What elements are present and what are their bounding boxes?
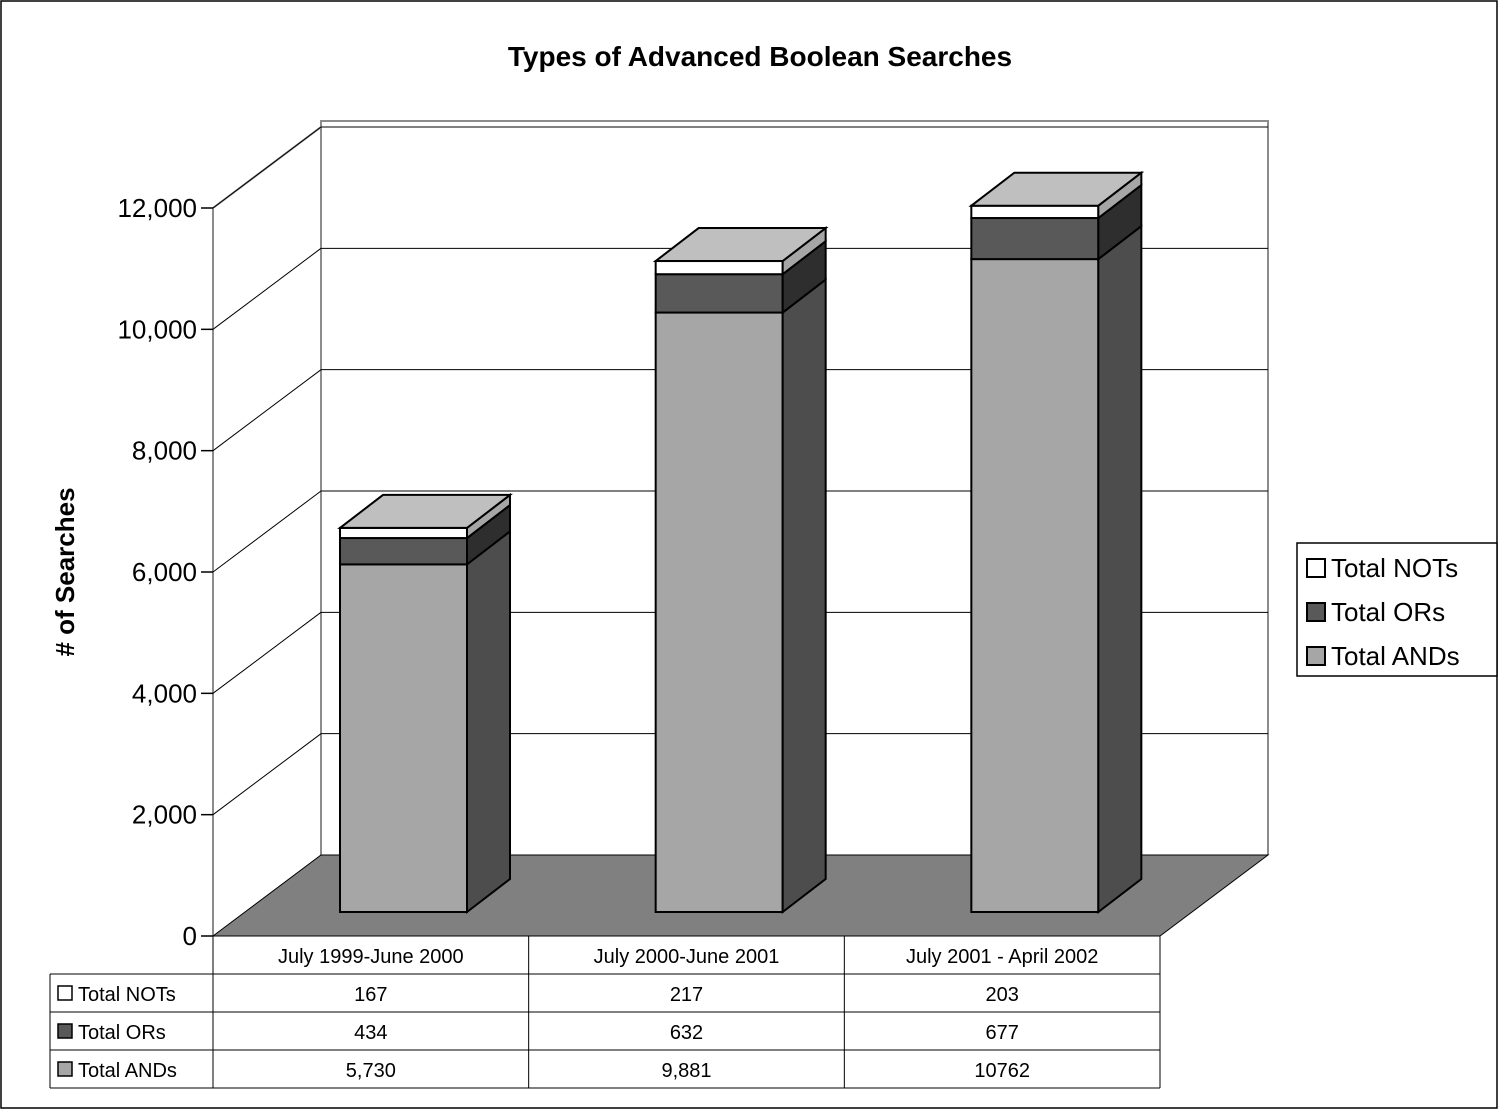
legend-label: Total NOTs [1331, 553, 1458, 583]
y-tick-label: 10,000 [117, 314, 197, 344]
bar-segment-front [339, 563, 468, 913]
table-legend-key [57, 985, 73, 1001]
gridline-side [212, 490, 322, 573]
bar-top [652, 227, 829, 263]
y-tick-label: 0 [183, 921, 197, 951]
back-wall [320, 120, 1269, 855]
bars [337, 170, 1145, 915]
y-tick-label: 2,000 [132, 800, 197, 830]
table-series-label: Total NOTs [78, 984, 176, 1006]
bar-segment-front [654, 311, 784, 913]
bar-segment-side [466, 529, 511, 915]
bar-segment-front [654, 260, 784, 276]
chart-title: Types of Advanced Boolean Searches [508, 41, 1012, 72]
bar-segment-front [654, 273, 784, 314]
bar-segment-front [339, 526, 468, 540]
y-tick-label: 8,000 [132, 436, 197, 466]
bar-stack [968, 170, 1145, 915]
data-table: July 1999-June 2000 July 2000-June 2001 Ju… [49, 935, 1161, 1089]
table-series-label: Total ORs [78, 1022, 166, 1044]
legend-label: Total ORs [1331, 597, 1445, 627]
bar-top [337, 493, 513, 529]
gridline-side [212, 733, 322, 816]
legend-box [1296, 542, 1498, 677]
legend-swatch [1306, 602, 1326, 622]
bar-segment-side [1097, 224, 1143, 915]
table-value: 9,881 [661, 1060, 711, 1082]
bar-segment-front [970, 204, 1100, 220]
table-value: 167 [354, 984, 387, 1006]
gridline-side [212, 611, 322, 694]
legend: Total NOTs Total ORs Total ANDs [1296, 542, 1498, 677]
y-axis-label: # of Searches [50, 487, 80, 656]
y-tick-label: 4,000 [132, 678, 197, 708]
gridline-side [212, 247, 322, 330]
legend-swatch [1306, 646, 1326, 666]
y-tick-label: 12,000 [117, 193, 197, 223]
table-category-label: July 2000-June 2001 [594, 946, 780, 968]
table-value: 203 [985, 984, 1018, 1006]
y-tick-label: 6,000 [132, 557, 197, 587]
bar-segment-side [781, 277, 827, 915]
table-category-label: July 1999-June 2000 [278, 946, 464, 968]
bar-stack [652, 226, 829, 915]
table-legend-key [57, 1061, 73, 1077]
bar-segment-front [970, 217, 1100, 261]
bar-stack [337, 492, 513, 915]
table-value: 217 [670, 984, 703, 1006]
table-value: 632 [670, 1022, 703, 1044]
table-value: 677 [985, 1022, 1018, 1044]
table-category-label: July 2001 - April 2002 [906, 946, 1098, 968]
gridline-side [212, 126, 322, 209]
y-axis-ticks: 0 2,000 4,000 6,000 8,000 10,000 12,000 [117, 193, 213, 951]
table-value: 10762 [974, 1060, 1030, 1082]
table-legend-key [57, 1023, 73, 1039]
gridline-side [212, 369, 322, 452]
bar-segment-front [970, 258, 1100, 913]
legend-swatch [1306, 558, 1326, 578]
table-value: 5,730 [346, 1060, 396, 1082]
table-value: 434 [354, 1022, 387, 1044]
table-series-label: Total ANDs [78, 1060, 177, 1082]
bar-segment-front [339, 537, 468, 566]
bar-top [968, 171, 1145, 207]
legend-label: Total ANDs [1331, 641, 1460, 671]
